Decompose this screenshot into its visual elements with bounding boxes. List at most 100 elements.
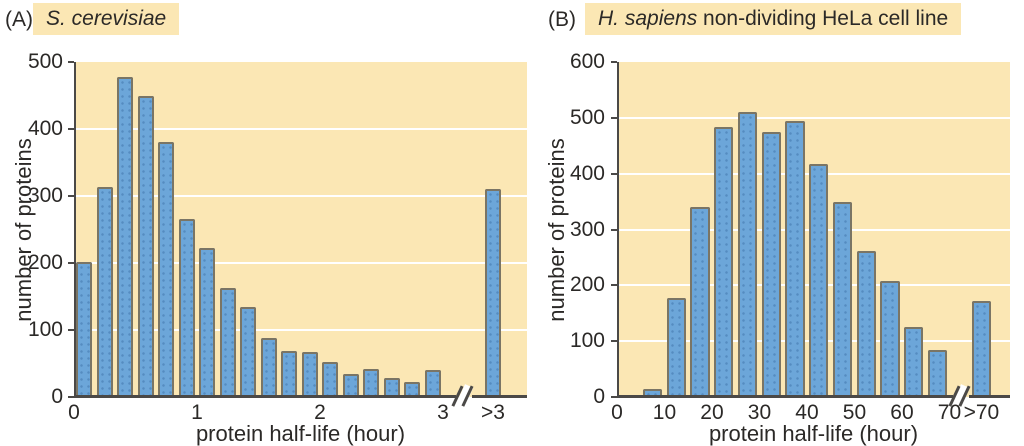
y-tick-label: 200 [27,251,63,274]
y-tick-label: 500 [569,105,605,129]
histogram-bar [424,370,441,397]
histogram-bar [666,297,686,397]
gridline [76,195,527,197]
histogram-bar [96,187,113,397]
histogram-bar [737,112,758,397]
panel-b-title-species: H. sapiens [598,7,698,30]
x-axis-line [968,395,1010,398]
histogram-bar [281,351,298,397]
histogram-bar-overflow [971,300,991,397]
histogram-bar [117,77,134,397]
y-tick-label: 500 [27,50,63,73]
histogram-bar [642,388,663,397]
panel-b-title-rest: non-dividing HeLa cell line [697,7,949,30]
y-tick-label: 400 [569,161,605,185]
y-tick-label: 400 [27,117,63,140]
panel-a-plot-area [68,61,527,408]
y-tick-mark [611,61,617,63]
y-tick-mark [68,329,74,331]
y-tick-label: 0 [51,385,63,408]
x-tick-label: 20 [700,401,724,424]
x-tick-label-overflow: >3 [481,401,505,424]
y-tick-label: 300 [27,184,63,207]
histogram-bar [137,95,154,397]
y-tick-mark [611,396,617,398]
histogram-bar [199,248,216,397]
histogram-bar [714,127,734,397]
y-tick-label: 100 [27,318,63,341]
x-axis-line [617,395,953,398]
x-axis-line [472,395,527,398]
x-tick-label: 70 [937,401,962,424]
histogram-bar [240,306,257,397]
histogram-bar [404,382,421,397]
y-tick-mark [611,116,617,119]
x-tick-label: 30 [747,401,772,424]
x-tick-label-overflow: >70 [963,401,1000,424]
y-tick-label: 100 [569,329,605,353]
histogram-bar [158,142,175,397]
panel-a-y-tick-labels: 0 100 200 300 400 500 [19,51,69,408]
y-tick-mark [68,195,74,197]
y-tick-label: 600 [569,50,605,73]
histogram-bar [690,207,710,397]
x-axis-line [74,395,456,398]
histogram-bar [856,250,876,397]
histogram-bar [785,120,805,397]
x-tick-label: 1 [191,401,203,424]
histogram-bar [904,327,924,397]
gridline [619,116,1010,119]
histogram-bar [363,368,380,397]
histogram-bar [76,261,93,397]
x-tick-label: 40 [795,401,819,424]
x-tick-label: 3 [437,401,449,424]
y-tick-mark [68,61,74,63]
x-tick-label: 60 [890,401,914,424]
panel-a-x-axis-label: protein half-life (hour) [195,421,406,446]
y-tick-mark [68,262,74,264]
panel-b-title: H. sapiens non-dividing HeLa cell line [585,3,962,35]
panel-b-x-tick-labels: 0 10 20 30 40 50 60 70 >70 [611,401,1010,427]
y-tick-mark [68,396,74,398]
histogram-bar [809,163,829,397]
panel-a-x-tick-labels: 0 1 2 3 >3 [68,401,527,427]
x-tick-label: 0 [611,401,623,424]
y-axis-line [74,62,76,397]
histogram-bar [342,374,359,397]
histogram-bar [832,201,853,397]
gridline [76,329,527,331]
y-tick-mark [68,128,74,130]
y-tick-mark [611,228,617,231]
panel-b-x-axis-label: protein half-life (hour) [708,421,919,446]
panel-b-y-tick-labels: 0 100 200 300 400 500 600 [561,51,611,408]
histogram-bar [927,349,948,397]
histogram-bar [260,338,277,397]
histogram-bar [880,281,900,397]
panel-b-label: (B) [548,8,576,31]
x-tick-label: 50 [842,401,867,424]
panel-a-title: S. cerevisiae [33,3,180,35]
y-tick-label: 200 [569,273,605,297]
panel-a-label: (A) [5,8,33,31]
histogram-bar [383,378,400,397]
panel-a-title-species: S. cerevisiae [46,7,167,30]
y-tick-mark [611,284,617,287]
histogram-bar-overflow [484,189,501,397]
y-tick-mark [611,340,617,343]
y-tick-mark [611,172,617,175]
x-tick-label: 0 [68,401,80,424]
histogram-bar [322,361,339,397]
y-axis-line [617,62,619,397]
y-tick-label: 300 [569,217,605,241]
panel-b-plot-area [611,61,1010,408]
x-tick-label: 10 [652,401,677,424]
gridline [76,262,527,264]
x-tick-label: 2 [314,401,326,424]
y-tick-label: 0 [593,385,605,408]
gridline [76,128,527,130]
histogram-bar [219,288,236,397]
histogram-bar [301,352,318,397]
histogram-bar [761,131,781,397]
histogram-bar [178,219,195,397]
